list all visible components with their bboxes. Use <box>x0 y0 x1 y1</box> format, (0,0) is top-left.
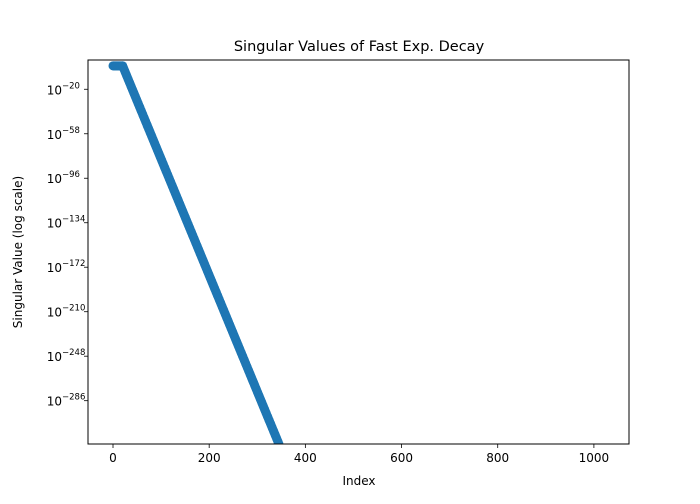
x-tick-label: 400 <box>294 451 317 465</box>
x-tick-label: 600 <box>390 451 413 465</box>
x-tick-label: 0 <box>109 451 117 465</box>
data-points <box>108 61 284 444</box>
y-axis-label: Singular Value (log scale) <box>11 176 25 328</box>
y-tick-exponent: −172 <box>62 259 85 269</box>
x-tick-label: 1000 <box>579 451 610 465</box>
y-tick-exponent: −20 <box>62 81 80 91</box>
y-tick-exponent: −134 <box>62 215 85 225</box>
data-point <box>274 439 284 444</box>
x-tick-label: 200 <box>198 451 221 465</box>
x-tick-label: 800 <box>486 451 509 465</box>
y-tick-exponent: −286 <box>62 393 85 403</box>
y-tick-exponent: −248 <box>62 348 85 358</box>
chart-title: Singular Values of Fast Exp. Decay <box>234 39 485 55</box>
plot-frame <box>87 59 630 445</box>
y-tick-exponent: −58 <box>62 126 80 136</box>
y-tick-exponent: −210 <box>62 304 85 314</box>
x-axis-ticks: 0 200 400 600 800 1000 <box>109 444 609 465</box>
y-tick-exponent: −96 <box>62 170 80 180</box>
x-axis-label: Index <box>342 474 375 488</box>
